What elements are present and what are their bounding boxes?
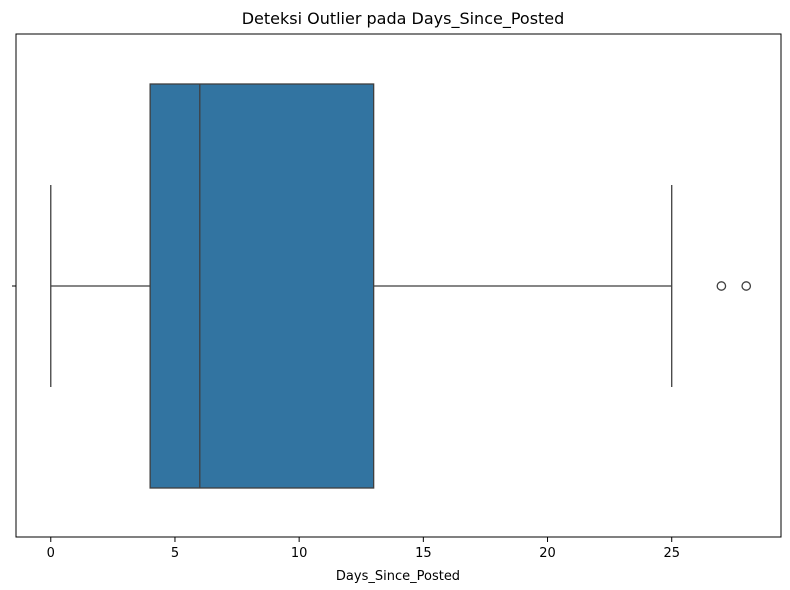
- x-tick-label: 15: [415, 546, 432, 561]
- iqr-box: [149, 83, 375, 489]
- chart-title: Deteksi Outlier pada Days_Since_Posted: [242, 9, 565, 29]
- x-axis: 0 5 10 15 20 25: [47, 537, 680, 561]
- x-axis-label: Days_Since_Posted: [336, 569, 460, 584]
- x-tick-label: 25: [663, 546, 680, 561]
- boxplot-marks: [50, 83, 752, 489]
- x-tick-label: 10: [291, 546, 308, 561]
- outlier-point: [741, 281, 752, 291]
- x-tick-label: 5: [171, 546, 179, 561]
- x-tick-label: 20: [539, 546, 556, 561]
- x-tick-label: 0: [47, 546, 55, 561]
- outlier-point: [716, 281, 727, 291]
